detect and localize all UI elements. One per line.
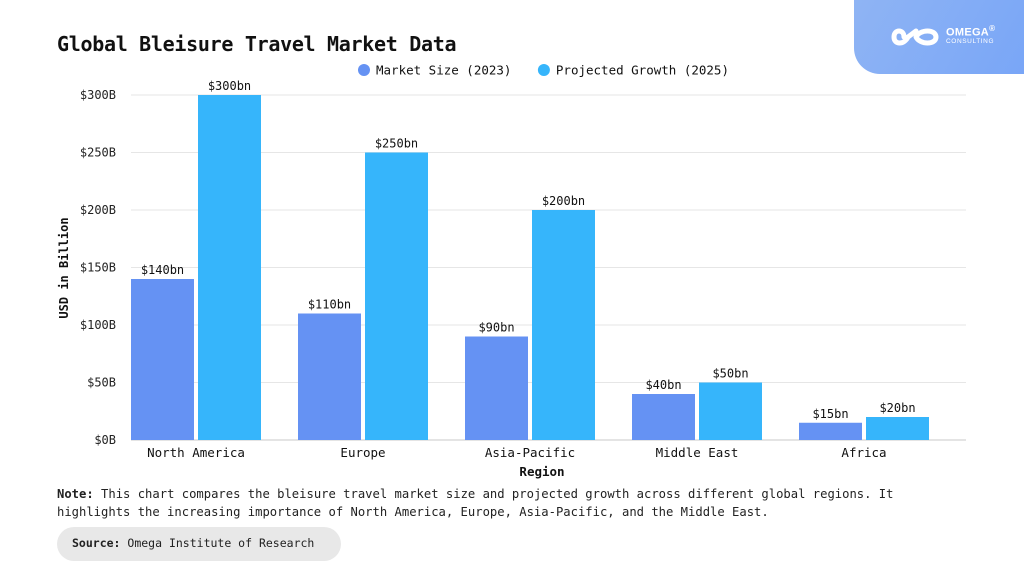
data-label: $15bn (812, 407, 848, 421)
bar (298, 313, 361, 440)
x-tick-label: Asia-Pacific (485, 445, 575, 460)
data-label: $110bn (308, 298, 351, 312)
note-text-line2: highlights the increasing importance of … (57, 505, 769, 519)
x-tick-label: Europe (340, 445, 385, 460)
brand-name: OMEGA® (946, 24, 996, 39)
note-label: Note: (57, 487, 94, 501)
bar (799, 422, 862, 440)
chart-title: Global Bleisure Travel Market Data (57, 32, 457, 56)
infinity-logo-icon (891, 28, 939, 46)
bar-chart: Market Size (2023) Projected Growth (2025… (57, 63, 966, 479)
data-label: $50bn (712, 367, 748, 381)
legend-label: Market Size (2023) (376, 63, 511, 78)
x-axis-label: Region (519, 464, 564, 479)
bar (699, 382, 762, 440)
chart-note: Note: This chart compares the bleisure t… (57, 485, 957, 521)
x-tick-label: Middle East (656, 445, 739, 460)
legend-label: Projected Growth (2025) (556, 63, 729, 78)
y-tick-label: $100B (80, 318, 116, 332)
data-label: $250bn (375, 137, 418, 151)
y-tick-label: $300B (80, 88, 116, 102)
y-axis-label: USD in Billion (57, 217, 71, 318)
y-tick-label: $150B (80, 261, 116, 275)
data-label: $140bn (141, 263, 184, 277)
bar (365, 152, 428, 440)
x-tick-label: North America (147, 445, 245, 460)
y-axis: $0B $50B $100B $150B $200B $250B $300B (80, 88, 116, 447)
source-text: Omega Institute of Research (127, 536, 315, 550)
bars: $140bn $300bn $110bn $250bn $90bn $200bn $40bn… (131, 79, 929, 440)
brand-logo: OMEGA® CONSULTING (854, 0, 1024, 74)
brand-tagline: CONSULTING (946, 38, 995, 45)
data-label: $40bn (645, 378, 681, 392)
y-tick-label: $50B (87, 376, 116, 390)
bar (465, 336, 528, 440)
data-label: $300bn (208, 79, 251, 93)
bar (632, 394, 695, 440)
source-label: Source: (72, 536, 121, 550)
data-label: $90bn (478, 321, 514, 335)
bar (198, 95, 261, 440)
legend-marker (537, 64, 550, 76)
x-tick-label: Africa (841, 445, 886, 460)
source-badge: Source: Omega Institute of Research (57, 527, 341, 561)
note-text-line1: This chart compares the bleisure travel … (101, 487, 894, 501)
data-label: $200bn (542, 194, 585, 208)
legend-marker (358, 64, 370, 76)
y-tick-label: $0B (94, 433, 116, 447)
y-tick-label: $250B (80, 146, 116, 160)
bar (131, 279, 194, 440)
x-axis: North America Europe Asia-Pacific Middle Ea… (147, 445, 887, 460)
data-label: $20bn (879, 401, 915, 415)
bar (532, 210, 595, 440)
legend: Market Size (2023) Projected Growth (2025… (358, 63, 729, 78)
bar (866, 417, 929, 440)
y-tick-label: $200B (80, 203, 116, 217)
